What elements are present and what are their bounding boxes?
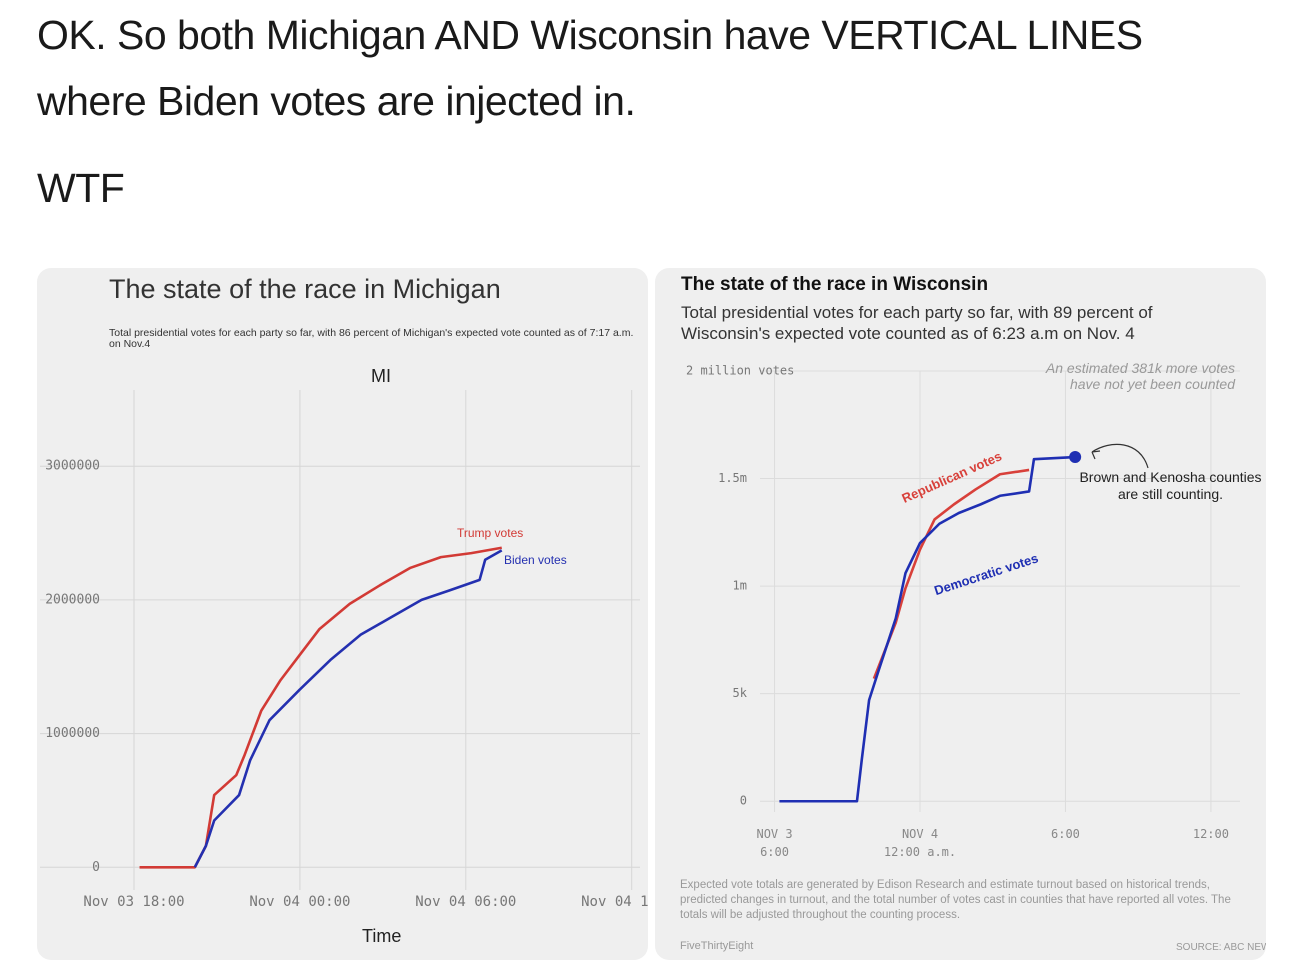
source: SOURCE: ABC NEWS bbox=[1176, 942, 1266, 953]
x-tick-label: Nov 04 00:00 bbox=[249, 894, 350, 910]
michigan-panel: 0 1000000 2000000 3000000 Nov 03 18:00 Nov 04… bbox=[37, 268, 648, 960]
end-point bbox=[1069, 451, 1082, 464]
footnote: Expected vote totals are generated by Ed… bbox=[680, 879, 1231, 921]
y-tick-label: 2 million votes bbox=[686, 364, 794, 378]
series-line bbox=[139, 546, 502, 869]
y-tick-label: 1.5m bbox=[718, 471, 747, 485]
y-tick-label: 5k bbox=[733, 686, 748, 700]
x-tick-label: NOV 3 6:00 bbox=[756, 827, 793, 859]
chart: 0 5k 1m 1.5m 2 million votes Republican votes… bbox=[686, 364, 1240, 812]
series-label: Biden votes bbox=[504, 553, 567, 567]
series-label: Democratic votes bbox=[932, 550, 1040, 598]
x-tick-label: NOV 4 12:00 a.m. bbox=[883, 827, 957, 859]
chart-subtitle: Total presidential votes for each party … bbox=[109, 327, 634, 350]
chart-title: The state of the race in Wisconsin bbox=[681, 274, 989, 295]
annotation: Brown and Kenosha counties are still cou… bbox=[1079, 469, 1262, 502]
y-tick-label: 1000000 bbox=[45, 726, 100, 741]
y-tick-label: 1m bbox=[733, 579, 747, 593]
series-line bbox=[193, 549, 503, 868]
chart: 0 1000000 2000000 3000000 Nov 03 18:00 Nov 04… bbox=[40, 390, 648, 910]
tweet-line: OK. So both Michigan AND Wisconsin have … bbox=[37, 12, 1143, 58]
plot-title: MI bbox=[371, 366, 391, 386]
series-label: Trump votes bbox=[457, 526, 523, 540]
series-line bbox=[779, 455, 1076, 803]
annotation-arrow bbox=[1091, 443, 1149, 469]
x-tick-label: Nov 04 12:00 bbox=[581, 894, 648, 910]
tweet-line: WTF bbox=[37, 165, 125, 211]
note: An estimated 381k more votes have not ye… bbox=[1045, 360, 1235, 392]
x-axis-label: Time bbox=[362, 926, 402, 946]
credit: FiveThirtyEight bbox=[680, 940, 754, 952]
series-line bbox=[872, 468, 1030, 680]
series-label: Republican votes bbox=[900, 448, 1004, 505]
x-tick-label: 12:00 bbox=[1192, 827, 1229, 841]
tweet-line: where Biden votes are injected in. bbox=[37, 78, 636, 124]
y-tick-label: 0 bbox=[92, 860, 100, 875]
x-tick-label: Nov 04 06:00 bbox=[415, 894, 516, 910]
chart-title: The state of the race in Michigan bbox=[109, 274, 501, 304]
y-tick-label: 0 bbox=[740, 794, 747, 808]
x-tick-label: 6:00 bbox=[1051, 827, 1080, 841]
wisconsin-panel: 0 5k 1m 1.5m 2 million votes Republican votes… bbox=[655, 268, 1266, 960]
y-tick-label: 2000000 bbox=[45, 592, 100, 607]
x-tick-label: Nov 03 18:00 bbox=[83, 894, 184, 910]
y-tick-label: 3000000 bbox=[45, 459, 100, 474]
chart-subtitle: Total presidential votes for each party … bbox=[681, 303, 1153, 343]
